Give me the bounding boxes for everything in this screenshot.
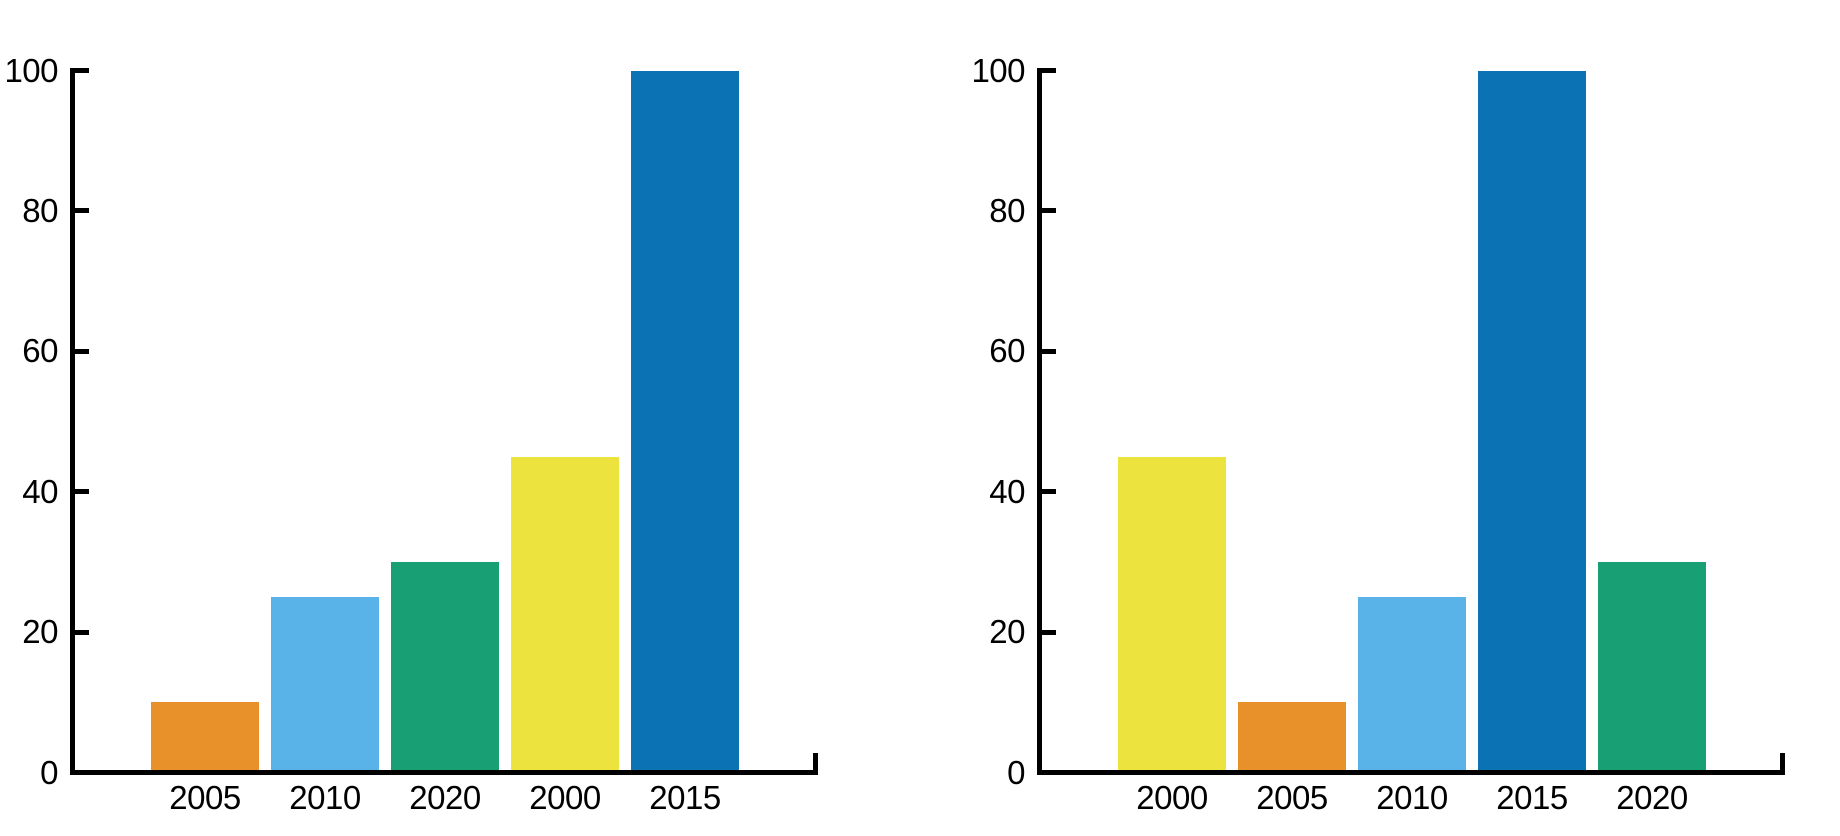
y-tick-label-20: 20 (22, 613, 58, 651)
x-tick-label-2015: 2015 (649, 779, 721, 816)
y-tick-mark-60 (1037, 348, 1056, 354)
y-tick-label-60: 60 (22, 332, 58, 370)
y-tick-mark-100 (1037, 68, 1056, 73)
bar-2010 (1358, 597, 1466, 773)
y-tick-mark-80 (70, 208, 89, 214)
bar-2015 (631, 70, 739, 773)
bar-2010 (271, 597, 379, 773)
y-tick-label-0: 0 (40, 753, 58, 791)
x-tick-label-2000: 2000 (529, 779, 601, 816)
x-axis-line (1037, 770, 1785, 775)
y-tick-mark-20 (1037, 629, 1056, 635)
x-tick-label-2015: 2015 (1496, 779, 1568, 816)
y-tick-label-80: 80 (22, 191, 58, 229)
y-tick-label-0: 0 (1007, 753, 1025, 791)
x-tick-label-2020: 2020 (1616, 779, 1688, 816)
y-axis-line (1037, 68, 1042, 775)
x-tick-label-2010: 2010 (289, 779, 361, 816)
y-tick-mark-60 (70, 348, 89, 354)
bar-2005 (1238, 702, 1346, 773)
x-axis-end-tick (1780, 753, 1785, 775)
y-tick-label-40: 40 (989, 472, 1025, 510)
x-tick-label-2020: 2020 (409, 779, 481, 816)
x-axis-line (70, 770, 818, 775)
x-tick-label-2005: 2005 (169, 779, 241, 816)
y-tick-mark-100 (70, 68, 89, 73)
x-axis-end-tick (813, 753, 818, 775)
bar-2020 (1598, 561, 1706, 773)
y-tick-label-20: 20 (989, 613, 1025, 651)
x-tick-label-2005: 2005 (1256, 779, 1328, 816)
bar-2015 (1478, 70, 1586, 773)
bar-2020 (391, 561, 499, 773)
y-axis-line (70, 68, 75, 775)
bar-chart-left: 0 20 40 60 80 100 2005 2010 2020 2000 2015 (0, 0, 873, 836)
y-tick-mark-80 (1037, 208, 1056, 214)
y-tick-label-60: 60 (989, 332, 1025, 370)
y-tick-mark-20 (70, 629, 89, 635)
y-tick-label-40: 40 (22, 472, 58, 510)
bar-2000 (511, 456, 619, 773)
bar-2000 (1118, 456, 1226, 773)
y-tick-label-100: 100 (4, 51, 58, 89)
x-tick-label-2000: 2000 (1136, 779, 1208, 816)
bar-2005 (151, 702, 259, 773)
y-tick-mark-40 (1037, 489, 1056, 495)
y-tick-label-100: 100 (971, 51, 1025, 89)
bar-chart-right: 0 20 40 60 80 100 2000 2005 2010 2015 2020 (967, 0, 1840, 836)
y-tick-mark-40 (70, 489, 89, 495)
x-tick-label-2010: 2010 (1376, 779, 1448, 816)
y-tick-label-80: 80 (989, 191, 1025, 229)
